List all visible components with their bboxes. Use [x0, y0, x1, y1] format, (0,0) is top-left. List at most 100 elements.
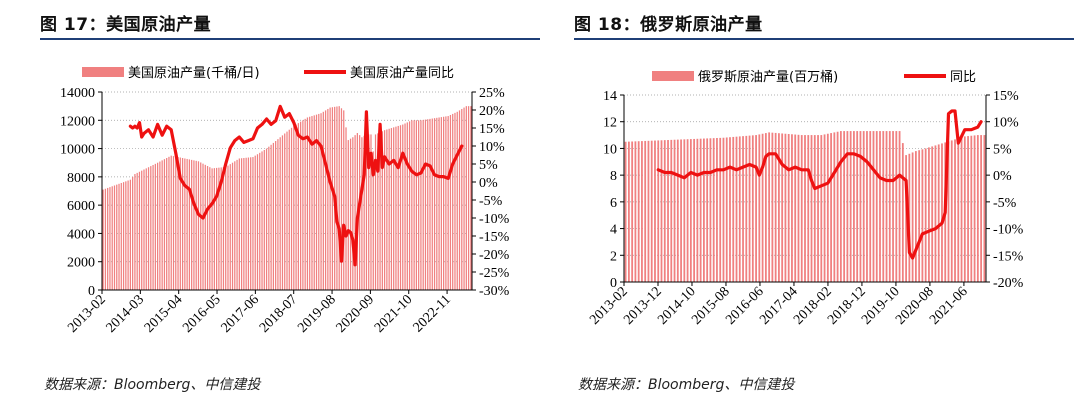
- russia-crude-output-chart: 俄罗斯原油产量(百万桶) 同比 0 2 4 6 8 10 12 14 15% 10% 5% 0% -5% -1…: [587, 70, 1023, 328]
- chart-title: 图 17：美国原油产量: [40, 15, 212, 35]
- bar: [227, 165, 229, 290]
- bar: [764, 133, 767, 282]
- legend-label-line: 美国原油产量同比: [350, 66, 454, 81]
- bar: [218, 167, 220, 290]
- x-tick-label: 2021-06: [927, 284, 971, 328]
- bar: [256, 154, 259, 290]
- bar: [383, 130, 386, 290]
- right-tick-label: 25%: [479, 86, 505, 101]
- bar: [722, 137, 725, 282]
- right-tick-label: 15%: [993, 89, 1019, 104]
- legend-label-bars: 俄罗斯原油产量(百万桶): [698, 70, 838, 85]
- bar: [411, 120, 413, 291]
- bar: [179, 157, 181, 290]
- bar: [748, 135, 751, 282]
- legend-label-line: 同比: [950, 70, 976, 85]
- bar: [259, 152, 261, 290]
- x-tick-label: 2019-08: [295, 292, 339, 336]
- bar: [354, 135, 356, 290]
- bar: [797, 134, 800, 282]
- bar: [413, 120, 415, 291]
- bar: [768, 132, 771, 282]
- bar: [370, 134, 372, 290]
- bar: [377, 133, 379, 290]
- bar: [304, 118, 306, 290]
- bar: [220, 167, 222, 290]
- left-tick-label: 4: [610, 223, 617, 238]
- bar: [288, 129, 290, 290]
- bar: [404, 123, 406, 290]
- right-tick-label: 20%: [479, 104, 505, 119]
- bar: [268, 146, 270, 290]
- bar: [120, 182, 122, 290]
- bar: [422, 119, 424, 290]
- bar: [279, 137, 281, 290]
- bar: [372, 151, 374, 290]
- bar: [154, 163, 156, 290]
- title-underline: [40, 38, 540, 40]
- bar: [309, 116, 311, 290]
- bar: [794, 134, 797, 282]
- bar: [703, 138, 705, 282]
- x-tick-label: 2021-10: [372, 292, 416, 336]
- bar: [745, 135, 748, 282]
- left-tick-label: 10000: [60, 143, 95, 158]
- bar: [172, 156, 175, 290]
- right-tick-label: -20%: [479, 248, 510, 263]
- source-note: 数据来源：Bloomberg、中信建投: [44, 377, 261, 393]
- bar: [879, 131, 881, 282]
- bar: [849, 131, 852, 282]
- bar: [937, 144, 940, 282]
- bar: [272, 142, 275, 290]
- bar: [116, 184, 118, 290]
- bar: [456, 111, 458, 290]
- bar: [408, 121, 411, 290]
- right-tick-label: 5%: [993, 142, 1012, 157]
- bar: [833, 132, 836, 282]
- bar: [393, 127, 395, 290]
- bar: [415, 120, 418, 291]
- bar: [839, 131, 842, 282]
- bar: [418, 120, 420, 291]
- right-tick-label: 5%: [479, 158, 498, 173]
- bar: [885, 131, 888, 282]
- bar: [660, 140, 663, 282]
- bar: [200, 162, 202, 290]
- bar: [438, 117, 440, 290]
- bar: [449, 114, 452, 290]
- left-tick-label: 4000: [67, 227, 95, 242]
- bar: [402, 124, 404, 291]
- right-tick-label: 10%: [993, 116, 1019, 131]
- bar: [706, 138, 709, 282]
- bar: [161, 160, 163, 290]
- left-tick-label: 0: [610, 276, 617, 291]
- bar: [152, 164, 154, 290]
- bar: [631, 141, 634, 282]
- bar: [641, 141, 643, 282]
- bar: [231, 162, 234, 290]
- bar: [465, 106, 467, 291]
- bar: [340, 108, 343, 290]
- bar: [693, 138, 696, 282]
- bar: [676, 139, 679, 282]
- source-note: 数据来源：Bloomberg、中信建投: [578, 377, 795, 393]
- bar: [195, 160, 197, 290]
- bar: [209, 167, 211, 290]
- right-tick-label: -25%: [479, 266, 510, 281]
- bar: [853, 131, 855, 282]
- bar: [286, 131, 288, 290]
- bar: [175, 156, 177, 290]
- bar: [397, 125, 399, 290]
- bar: [324, 110, 327, 290]
- bar: [206, 166, 209, 290]
- bar: [141, 170, 143, 290]
- bar: [689, 139, 692, 282]
- bar: [976, 135, 979, 282]
- legend-swatch-bars: [82, 67, 124, 77]
- bar: [862, 131, 865, 282]
- bar: [429, 118, 431, 290]
- bar: [657, 140, 660, 282]
- bar: [129, 179, 131, 290]
- right-tick-label: 15%: [479, 122, 505, 137]
- bar: [463, 107, 465, 290]
